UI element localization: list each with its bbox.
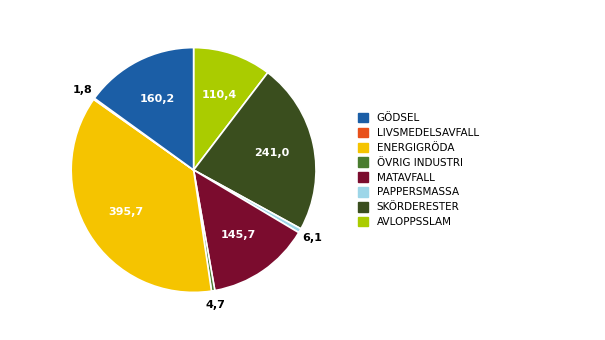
Legend: GÖDSEL, LIVSMEDELSAVFALL, ENERGIGRÖDA, ÖVRIG INDUSTRI, MATAVFALL, PAPPERSMASSA, : GÖDSEL, LIVSMEDELSAVFALL, ENERGIGRÖDA, Ö…	[358, 113, 479, 227]
Text: 145,7: 145,7	[221, 231, 257, 240]
Text: 241,0: 241,0	[254, 149, 289, 158]
Wedge shape	[194, 73, 316, 229]
Wedge shape	[94, 48, 194, 170]
Text: 110,4: 110,4	[201, 90, 237, 100]
Wedge shape	[194, 170, 215, 291]
Wedge shape	[194, 48, 268, 170]
Text: 395,7: 395,7	[108, 207, 143, 217]
Text: 160,2: 160,2	[140, 94, 175, 104]
Text: 4,7: 4,7	[206, 300, 226, 310]
Wedge shape	[194, 170, 301, 233]
Text: 1,8: 1,8	[72, 85, 92, 95]
Text: 6,1: 6,1	[302, 233, 322, 243]
Wedge shape	[71, 99, 212, 292]
Wedge shape	[194, 170, 299, 291]
Wedge shape	[94, 98, 194, 170]
